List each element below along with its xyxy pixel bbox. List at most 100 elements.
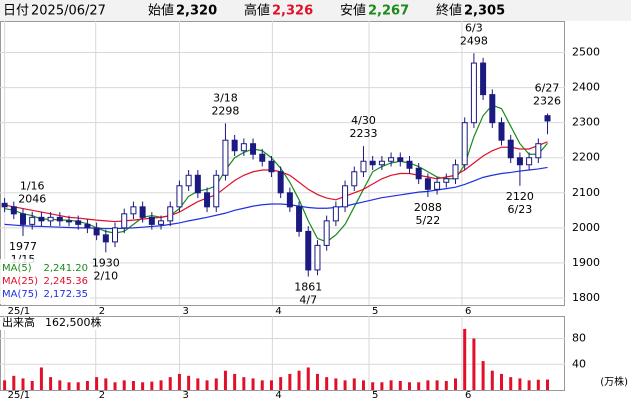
x-tick-label: 3 bbox=[182, 306, 188, 317]
volume-latest: 162,500株 bbox=[45, 315, 102, 329]
candle-body bbox=[56, 216, 63, 222]
volume-bar bbox=[490, 370, 494, 390]
volume-bar bbox=[361, 380, 365, 390]
volume-bar bbox=[444, 380, 448, 390]
annotation-value: 2046 bbox=[18, 193, 46, 206]
volume-bar bbox=[260, 380, 264, 390]
candle-body bbox=[130, 206, 137, 215]
volume-bar bbox=[407, 382, 411, 390]
y-tick-label: 2500 bbox=[572, 46, 600, 59]
candle-body bbox=[259, 153, 266, 162]
volume-bar bbox=[141, 382, 145, 390]
y-tick-label: 1800 bbox=[572, 291, 600, 304]
annotation-date: 5/22 bbox=[416, 214, 441, 227]
header-label: 安値 bbox=[340, 3, 366, 19]
legend-value: 2,172.35 bbox=[43, 289, 88, 300]
volume-bar bbox=[453, 378, 457, 390]
header-value: 2,326 bbox=[272, 4, 313, 19]
candle-body bbox=[204, 192, 211, 208]
volume-x-tick-label: 6 bbox=[465, 390, 471, 400]
volume-bar bbox=[536, 379, 540, 390]
date-label: 日付 bbox=[3, 4, 29, 19]
volume-bar bbox=[481, 361, 485, 390]
volume-bar bbox=[500, 373, 504, 390]
plot: 1/16204619771/1519302/103/18229818614/74… bbox=[1, 21, 561, 390]
y-tick-label: 2400 bbox=[572, 81, 600, 94]
legend-value: 2,245.36 bbox=[43, 276, 88, 287]
volume-bar bbox=[251, 378, 255, 390]
volume-bar bbox=[3, 380, 7, 390]
volume-label-bg bbox=[0, 317, 100, 330]
header-bar bbox=[0, 0, 631, 21]
volume-bar bbox=[306, 367, 310, 390]
candle-body bbox=[498, 122, 505, 141]
annotation-date: 2/10 bbox=[93, 269, 118, 282]
volume-title: 出来高 bbox=[2, 315, 35, 329]
header-value: 2,267 bbox=[368, 4, 409, 19]
annotation-value: 2498 bbox=[460, 34, 488, 47]
header-value: 2,305 bbox=[464, 4, 505, 19]
candle-body bbox=[1, 202, 8, 208]
candle-body bbox=[268, 160, 275, 173]
volume-bar bbox=[343, 380, 347, 390]
y-tick-label: 2300 bbox=[572, 116, 600, 129]
volume-tick-label: 80 bbox=[572, 332, 586, 345]
volume-bar bbox=[159, 380, 163, 390]
candle-body bbox=[526, 157, 533, 166]
header-items: 始値 2,320 高値 2,326 安値 2,267 終値 2,305 bbox=[148, 3, 505, 19]
candle-body bbox=[470, 62, 477, 124]
annotation-date: 4/7 bbox=[299, 294, 317, 307]
volume-bar bbox=[463, 328, 467, 390]
candle-body bbox=[139, 206, 146, 218]
volume-bar bbox=[196, 378, 200, 390]
volume-bar bbox=[104, 378, 108, 390]
candle-body bbox=[378, 160, 385, 166]
candle-body bbox=[102, 234, 109, 243]
volume-bar bbox=[527, 380, 531, 390]
x-tick-label: 4 bbox=[275, 306, 281, 317]
y-tick-label: 1900 bbox=[572, 256, 600, 269]
candle-body bbox=[286, 192, 293, 208]
annotation-value: 1930 bbox=[92, 256, 120, 269]
volume-bar bbox=[472, 338, 476, 390]
volume-bar bbox=[58, 380, 62, 390]
candle-body bbox=[277, 171, 284, 194]
candle-body bbox=[434, 181, 441, 190]
header-label: 高値 bbox=[244, 3, 270, 19]
candle-body bbox=[507, 139, 514, 159]
legend-name: MA(5) bbox=[2, 263, 32, 274]
volume-bar bbox=[131, 380, 135, 390]
candle-body bbox=[158, 220, 165, 225]
legend-name: MA(25) bbox=[2, 276, 38, 287]
legend-name: MA(75) bbox=[2, 289, 38, 300]
annotation-date: 6/3 bbox=[465, 21, 483, 34]
y-tick-label: 2100 bbox=[572, 186, 600, 199]
volume-bar bbox=[389, 380, 393, 390]
candle-body bbox=[360, 160, 367, 173]
header-value: 2,320 bbox=[176, 4, 217, 19]
candle-body bbox=[305, 230, 312, 271]
candle-body bbox=[452, 164, 459, 180]
volume-x-tick-label: 3 bbox=[182, 390, 188, 400]
candle-body bbox=[167, 206, 174, 222]
candle-body bbox=[544, 115, 551, 122]
annotation-date: 4/30 bbox=[351, 114, 376, 127]
volume-bar bbox=[113, 382, 117, 390]
candle-body bbox=[332, 206, 339, 222]
volume-x-tick-label: 5 bbox=[372, 390, 378, 400]
candle-body bbox=[516, 157, 523, 166]
candle-body bbox=[314, 244, 321, 271]
volume-bar bbox=[95, 377, 99, 390]
volume-bar bbox=[269, 380, 273, 390]
candle-body bbox=[185, 174, 192, 187]
volume-bar bbox=[398, 380, 402, 390]
volume-bar bbox=[223, 370, 227, 390]
volume-bar bbox=[334, 378, 338, 390]
candle-body bbox=[84, 223, 91, 229]
annotation-value: 2298 bbox=[211, 104, 239, 117]
candle-body bbox=[443, 178, 450, 183]
volume-bar bbox=[30, 380, 34, 390]
volume-bar bbox=[85, 380, 89, 390]
annotation-date: 1/16 bbox=[20, 180, 45, 193]
